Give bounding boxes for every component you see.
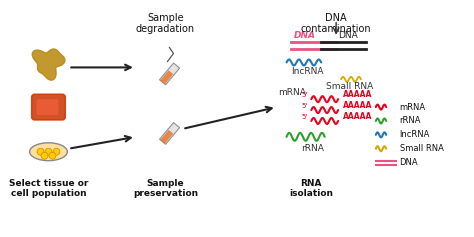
Text: rRNA: rRNA — [400, 116, 421, 125]
FancyBboxPatch shape — [36, 99, 58, 115]
Polygon shape — [160, 70, 173, 84]
Text: DNA: DNA — [338, 31, 358, 40]
Text: RNA
isolation: RNA isolation — [289, 178, 333, 198]
Polygon shape — [160, 123, 180, 144]
Text: 5': 5' — [301, 114, 308, 120]
Polygon shape — [160, 63, 180, 85]
Text: AAAAA: AAAAA — [343, 112, 373, 121]
Text: DNA: DNA — [400, 158, 418, 167]
Text: DNA: DNA — [293, 31, 316, 40]
Text: Sample
degradation: Sample degradation — [136, 13, 195, 34]
Text: Sample
preservation: Sample preservation — [133, 178, 198, 198]
Text: 5': 5' — [301, 92, 308, 98]
Text: lncRNA: lncRNA — [292, 67, 324, 76]
Circle shape — [49, 152, 56, 159]
Circle shape — [41, 152, 48, 159]
Polygon shape — [32, 49, 65, 80]
Circle shape — [37, 148, 44, 155]
Text: Small RNA: Small RNA — [400, 144, 444, 153]
Circle shape — [45, 148, 52, 155]
Text: lncRNA: lncRNA — [400, 130, 430, 139]
Circle shape — [53, 148, 60, 155]
Text: mRNA: mRNA — [279, 88, 307, 97]
Text: Select tissue or
cell population: Select tissue or cell population — [9, 178, 88, 198]
Text: 5': 5' — [301, 103, 308, 109]
FancyBboxPatch shape — [32, 94, 65, 120]
Text: Small RNA: Small RNA — [326, 82, 374, 91]
Text: AAAAA: AAAAA — [343, 90, 373, 99]
Text: rRNA: rRNA — [301, 144, 324, 153]
Text: mRNA: mRNA — [400, 103, 426, 112]
Text: AAAAA: AAAAA — [343, 101, 373, 110]
Text: DNA
contamination: DNA contamination — [301, 13, 372, 34]
Polygon shape — [160, 130, 173, 144]
Ellipse shape — [30, 143, 67, 161]
